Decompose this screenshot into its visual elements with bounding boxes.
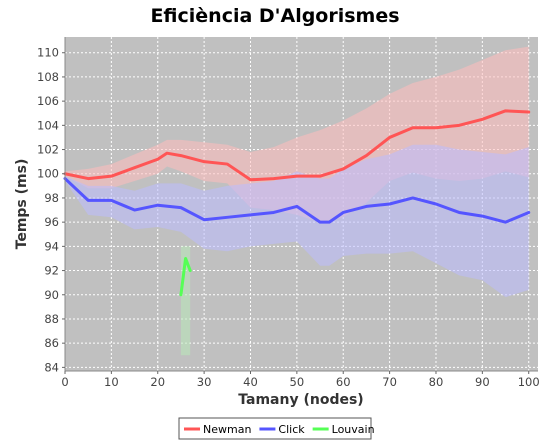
x-tick-label: 10 xyxy=(104,375,119,389)
y-tick-label: 104 xyxy=(37,118,59,132)
x-tick-label: 20 xyxy=(150,375,165,389)
x-tick-label: 70 xyxy=(382,375,397,389)
louvain-line xyxy=(179,256,192,297)
y-tick-label: 102 xyxy=(37,143,59,157)
legend-click-label: Click xyxy=(278,423,305,436)
x-tick-label: 0 xyxy=(61,375,68,389)
x-tick-label: 60 xyxy=(336,375,351,389)
series-lines xyxy=(63,109,531,297)
y-tick-label: 94 xyxy=(44,239,59,253)
y-tick-label: 96 xyxy=(44,215,59,229)
y-tick-label: 100 xyxy=(37,167,59,181)
newman-line xyxy=(63,109,531,182)
legend: Newman Click Louvain xyxy=(178,417,375,440)
legend-newman-label: Newman xyxy=(203,423,251,436)
y-tick-label: 110 xyxy=(37,46,59,60)
y-tick-label: 86 xyxy=(44,336,59,350)
y-tick-label: 84 xyxy=(44,360,59,374)
chart-title: Eficiència D'Algorismes xyxy=(150,5,399,27)
x-tick-label: 80 xyxy=(429,375,444,389)
x-tick-label: 40 xyxy=(243,375,258,389)
y-axis-label: Temps (ms) xyxy=(14,159,30,250)
x-tick-label: 90 xyxy=(475,375,490,389)
x-tick-label: 30 xyxy=(197,375,212,389)
y-tick-label: 106 xyxy=(37,94,59,108)
newman-band xyxy=(65,46,529,223)
y-tick-label: 108 xyxy=(37,70,59,84)
x-tick-label: 100 xyxy=(518,375,540,389)
axes xyxy=(64,37,538,372)
x-ticks: 0 10 20 30 40 50 60 70 80 90 100 xyxy=(61,371,540,389)
y-ticks: 84 86 88 90 92 94 96 98 100 102 104 106 108 110 xyxy=(37,46,65,374)
click-band xyxy=(65,144,529,298)
click-line xyxy=(63,177,531,224)
y-tick-label: 98 xyxy=(44,191,59,205)
legend-louvain-label: Louvain xyxy=(332,423,375,436)
x-axis-label: Tamany (nodes) xyxy=(238,392,363,408)
y-tick-label: 90 xyxy=(44,288,59,302)
x-tick-label: 50 xyxy=(290,375,305,389)
y-tick-label: 92 xyxy=(44,264,59,278)
y-tick-label: 88 xyxy=(44,312,59,326)
